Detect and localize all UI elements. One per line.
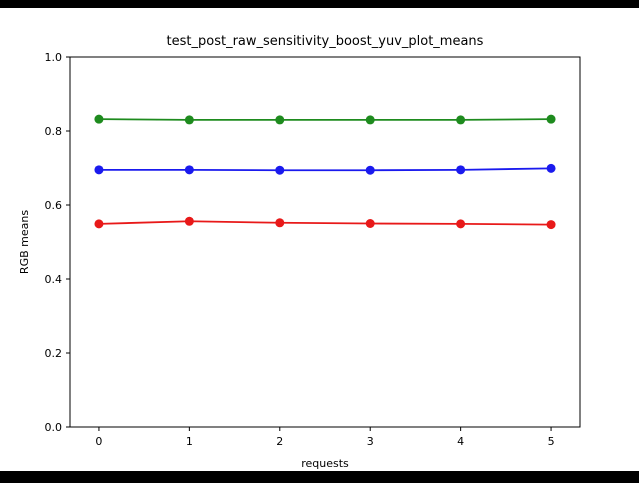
red-mean-marker <box>456 219 466 229</box>
red-mean-marker <box>275 218 285 228</box>
green-mean-marker <box>456 115 466 125</box>
y-tick-label: 0.0 <box>45 421 63 434</box>
x-tick-label: 4 <box>457 435 464 448</box>
green-mean-line <box>98 118 552 121</box>
chart-title: test_post_raw_sensitivity_boost_yuv_plot… <box>167 34 484 49</box>
series-blue-mean <box>94 163 556 175</box>
y-tick-label: 0.2 <box>45 347 63 360</box>
green-mean-marker <box>546 114 556 124</box>
series-red-mean <box>94 216 556 230</box>
y-tick-label: 1.0 <box>45 51 63 64</box>
blue-mean-line <box>98 167 552 172</box>
blue-mean-marker <box>184 165 194 175</box>
green-mean-marker <box>184 115 194 125</box>
y-tick-label: 0.4 <box>45 273 63 286</box>
y-tick-label: 0.6 <box>45 199 63 212</box>
red-mean-marker <box>184 216 194 226</box>
green-mean-marker <box>365 115 375 125</box>
x-tick-label: 5 <box>548 435 555 448</box>
blue-mean-marker <box>456 165 466 175</box>
red-mean-line <box>98 220 552 226</box>
x-tick-label: 2 <box>276 435 283 448</box>
x-tick-label: 0 <box>95 435 102 448</box>
x-tick-label: 1 <box>186 435 193 448</box>
blue-mean-marker <box>275 165 285 175</box>
axes-frame <box>69 56 581 428</box>
y-axis-label: RGB means <box>18 210 31 274</box>
red-mean-marker <box>94 219 104 229</box>
blue-mean-marker <box>365 165 375 175</box>
y-tick-label: 0.8 <box>45 125 63 138</box>
blue-mean-marker <box>546 163 556 173</box>
x-tick-label: 3 <box>367 435 374 448</box>
red-mean-marker <box>365 219 375 228</box>
x-axis-label: requests <box>301 457 349 470</box>
series-green-mean <box>94 114 556 125</box>
blue-mean-marker <box>94 165 104 175</box>
red-mean-marker <box>546 220 556 230</box>
green-mean-marker <box>275 115 285 125</box>
green-mean-marker <box>94 114 104 124</box>
